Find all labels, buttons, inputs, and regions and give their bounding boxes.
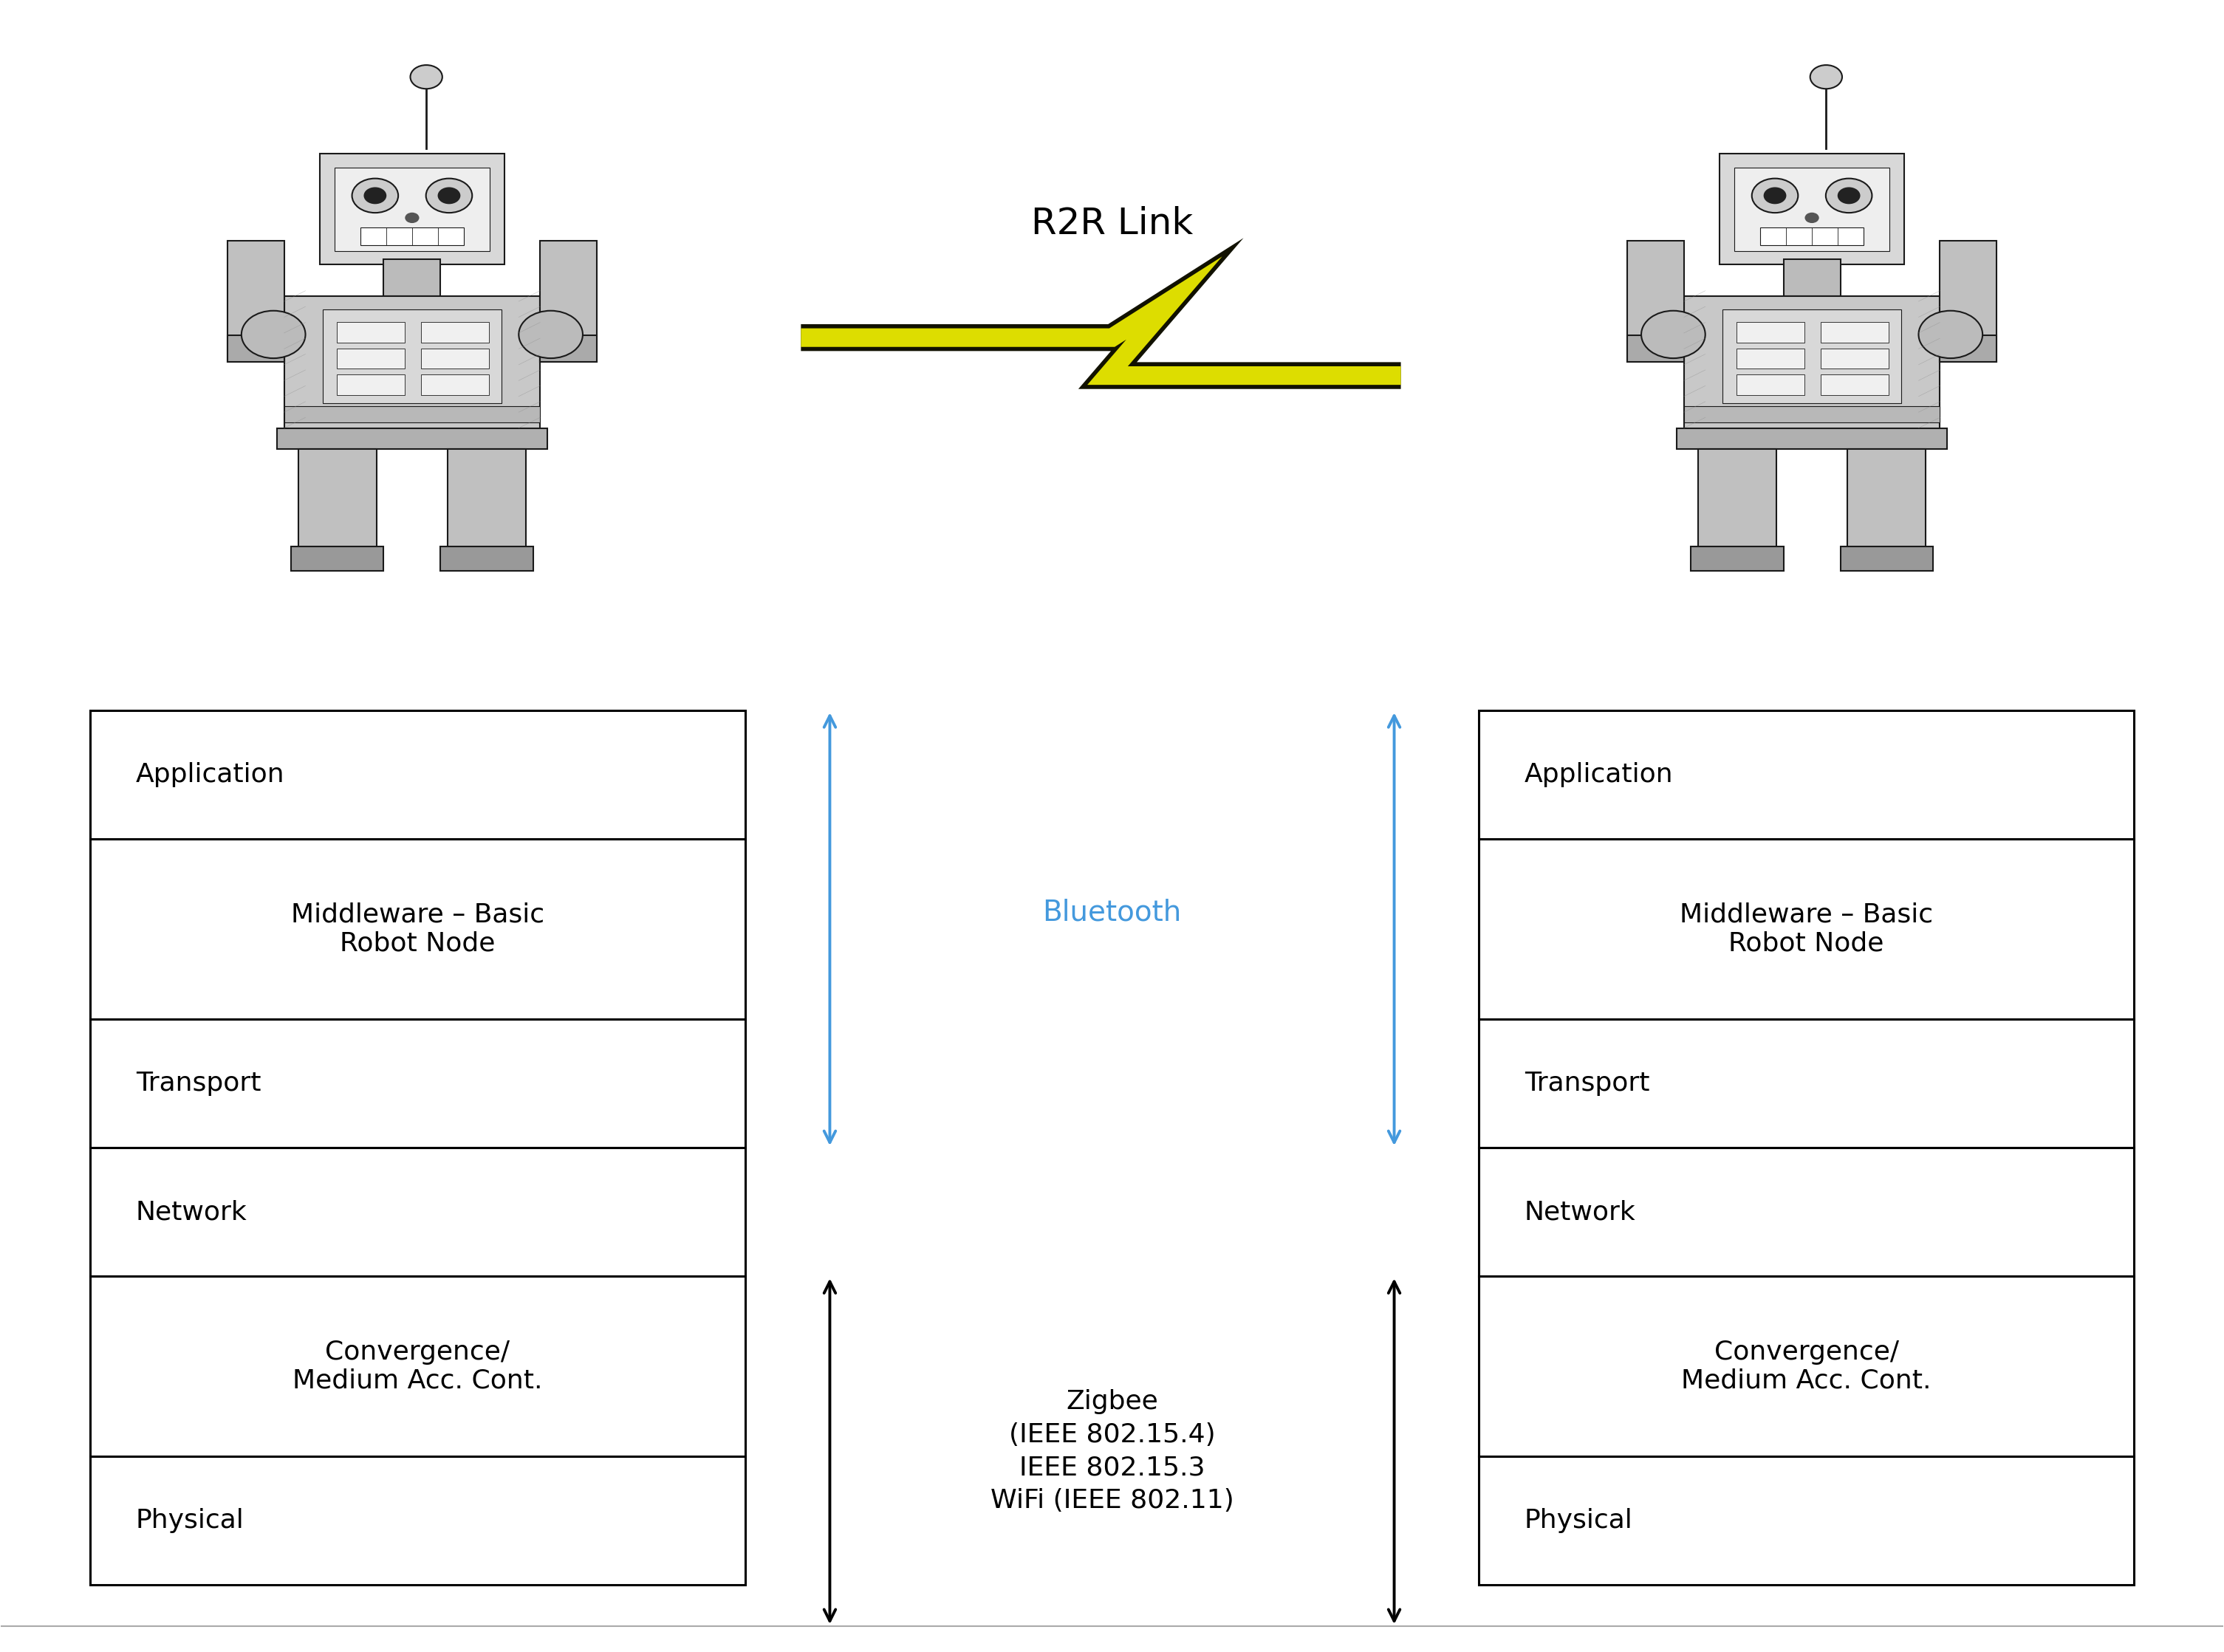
Text: Middleware – Basic
Robot Node: Middleware – Basic Robot Node	[291, 902, 545, 957]
Text: Middleware – Basic
Robot Node: Middleware – Basic Robot Node	[1679, 902, 1933, 957]
FancyBboxPatch shape	[336, 349, 405, 368]
FancyBboxPatch shape	[291, 547, 385, 570]
FancyBboxPatch shape	[285, 406, 540, 423]
FancyBboxPatch shape	[1735, 169, 1890, 251]
Circle shape	[242, 311, 305, 358]
FancyBboxPatch shape	[420, 349, 489, 368]
FancyBboxPatch shape	[540, 241, 596, 362]
Text: Physical: Physical	[1523, 1508, 1632, 1533]
FancyBboxPatch shape	[1479, 1019, 2135, 1148]
Circle shape	[365, 187, 387, 205]
Circle shape	[1641, 311, 1706, 358]
FancyBboxPatch shape	[1759, 228, 1864, 246]
FancyBboxPatch shape	[1479, 839, 2135, 1019]
Circle shape	[518, 311, 583, 358]
Text: Transport: Transport	[1523, 1070, 1650, 1095]
FancyBboxPatch shape	[1821, 322, 1888, 342]
FancyBboxPatch shape	[540, 335, 596, 362]
FancyBboxPatch shape	[1719, 154, 1904, 264]
FancyBboxPatch shape	[360, 228, 465, 246]
FancyBboxPatch shape	[1684, 296, 1939, 433]
FancyBboxPatch shape	[1839, 547, 1933, 570]
FancyBboxPatch shape	[1721, 311, 1902, 403]
Text: Convergence/
Medium Acc. Cont.: Convergence/ Medium Acc. Cont.	[294, 1340, 543, 1393]
FancyBboxPatch shape	[320, 154, 505, 264]
FancyBboxPatch shape	[1479, 1148, 2135, 1277]
Text: Transport: Transport	[136, 1070, 260, 1095]
Circle shape	[1826, 178, 1873, 213]
Circle shape	[351, 178, 398, 213]
FancyBboxPatch shape	[1677, 428, 1946, 449]
FancyBboxPatch shape	[298, 449, 376, 550]
Text: Application: Application	[136, 762, 285, 788]
FancyBboxPatch shape	[336, 322, 405, 342]
FancyBboxPatch shape	[227, 335, 285, 362]
FancyBboxPatch shape	[1690, 547, 1784, 570]
FancyBboxPatch shape	[1628, 241, 1684, 362]
FancyBboxPatch shape	[420, 375, 489, 395]
Circle shape	[1764, 187, 1786, 205]
FancyBboxPatch shape	[336, 375, 405, 395]
Circle shape	[1919, 311, 1982, 358]
FancyBboxPatch shape	[1821, 375, 1888, 395]
FancyBboxPatch shape	[1479, 1457, 2135, 1584]
Text: Convergence/
Medium Acc. Cont.: Convergence/ Medium Acc. Cont.	[1681, 1340, 1930, 1393]
Text: Zigbee
(IEEE 802.15.4)
IEEE 802.15.3
WiFi (IEEE 802.11): Zigbee (IEEE 802.15.4) IEEE 802.15.3 WiF…	[990, 1389, 1234, 1513]
FancyBboxPatch shape	[1848, 449, 1926, 550]
Text: Bluetooth: Bluetooth	[1043, 899, 1181, 927]
FancyBboxPatch shape	[1628, 335, 1684, 362]
FancyBboxPatch shape	[1737, 322, 1804, 342]
FancyBboxPatch shape	[1939, 335, 1997, 362]
FancyBboxPatch shape	[89, 1019, 745, 1148]
Circle shape	[405, 213, 418, 223]
FancyBboxPatch shape	[89, 1457, 745, 1584]
Circle shape	[1810, 64, 1841, 89]
Text: Network: Network	[136, 1199, 247, 1224]
FancyBboxPatch shape	[420, 322, 489, 342]
FancyBboxPatch shape	[1821, 349, 1888, 368]
FancyBboxPatch shape	[447, 449, 525, 550]
FancyBboxPatch shape	[89, 839, 745, 1019]
FancyBboxPatch shape	[322, 311, 503, 403]
FancyBboxPatch shape	[278, 428, 547, 449]
Text: Physical: Physical	[136, 1508, 245, 1533]
Circle shape	[1806, 213, 1819, 223]
FancyBboxPatch shape	[1784, 259, 1839, 296]
Circle shape	[427, 178, 471, 213]
FancyBboxPatch shape	[89, 710, 745, 839]
FancyBboxPatch shape	[334, 169, 489, 251]
Circle shape	[1753, 178, 1797, 213]
FancyBboxPatch shape	[385, 259, 440, 296]
Circle shape	[438, 187, 460, 205]
FancyBboxPatch shape	[1737, 375, 1804, 395]
FancyBboxPatch shape	[1479, 710, 2135, 839]
FancyBboxPatch shape	[227, 241, 285, 362]
FancyBboxPatch shape	[1684, 406, 1939, 423]
Circle shape	[1837, 187, 1859, 205]
FancyBboxPatch shape	[89, 1277, 745, 1457]
FancyBboxPatch shape	[89, 1148, 745, 1277]
Text: R2R Link: R2R Link	[1032, 206, 1192, 241]
Text: Network: Network	[1523, 1199, 1637, 1224]
FancyBboxPatch shape	[1939, 241, 1997, 362]
FancyBboxPatch shape	[440, 547, 534, 570]
FancyBboxPatch shape	[1699, 449, 1777, 550]
Text: Application: Application	[1523, 762, 1672, 788]
Circle shape	[409, 64, 443, 89]
FancyBboxPatch shape	[1737, 349, 1804, 368]
FancyBboxPatch shape	[285, 296, 540, 433]
FancyBboxPatch shape	[1479, 1277, 2135, 1457]
